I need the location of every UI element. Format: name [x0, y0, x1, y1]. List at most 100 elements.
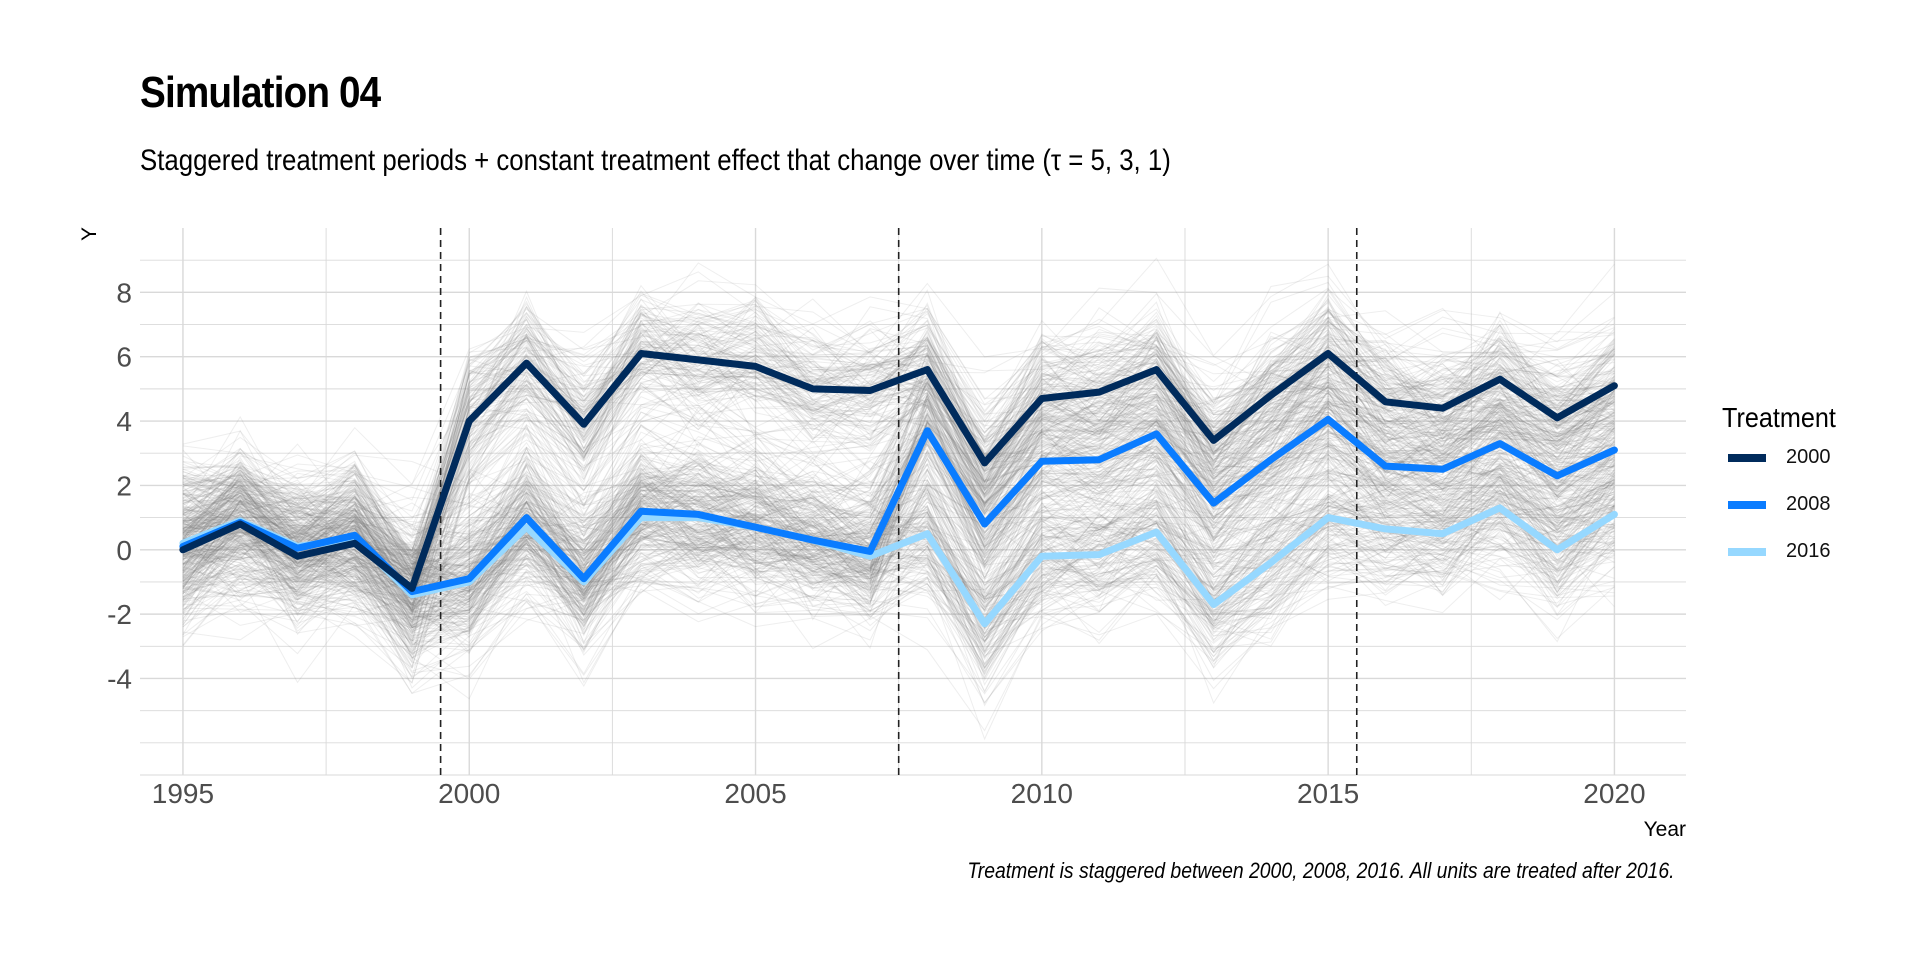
series-line-2008	[179, 415, 1618, 596]
unit-line	[182, 422, 1615, 614]
unit-line	[182, 435, 1615, 624]
x-axis-title: Year	[1644, 818, 1686, 841]
unit-line	[182, 398, 1615, 621]
unit-line	[182, 441, 1615, 600]
legend: Treatment 2000 2008 2016	[1722, 402, 1849, 575]
y-tick-label: 6	[116, 342, 132, 373]
unit-line	[182, 337, 1615, 581]
unit-line	[182, 486, 1615, 660]
x-tick-label: 2000	[438, 778, 500, 809]
unit-line	[182, 414, 1615, 606]
unit-line	[182, 344, 1615, 623]
unit-line	[182, 508, 1615, 625]
unit-line	[182, 474, 1615, 630]
unit-line	[182, 492, 1615, 641]
unit-line	[182, 515, 1615, 694]
unit-line	[182, 410, 1615, 574]
legend-key-2016	[1728, 547, 1766, 556]
unit-line	[182, 403, 1615, 669]
unit-line	[182, 452, 1615, 680]
unit-line	[182, 483, 1615, 598]
y-tick-label: 0	[116, 535, 132, 566]
legend-label-2016: 2016	[1786, 540, 1831, 562]
legend-title: Treatment	[1722, 402, 1836, 433]
unit-line	[182, 357, 1615, 538]
chart-title: Simulation 04	[140, 68, 381, 117]
unit-line	[182, 482, 1615, 686]
unit-line	[182, 365, 1615, 663]
unit-line	[182, 394, 1615, 586]
unit-line	[182, 308, 1615, 553]
unit-line	[182, 332, 1615, 606]
unit-line	[182, 489, 1615, 666]
legend-key-2008	[1728, 500, 1766, 509]
y-tick-label: 2	[116, 470, 132, 501]
unit-line	[182, 335, 1615, 600]
unit-line	[182, 437, 1615, 641]
unit-line	[182, 513, 1615, 665]
unit-line	[182, 423, 1615, 560]
unit-line	[182, 506, 1615, 639]
series-line-2000	[179, 350, 1618, 592]
unit-line	[182, 424, 1615, 553]
unit-line	[182, 336, 1615, 627]
unit-line	[182, 419, 1615, 643]
unit-line	[182, 479, 1615, 679]
unit-line	[182, 443, 1615, 629]
legend-item-2008: 2008	[1722, 481, 1849, 528]
unit-line	[182, 310, 1615, 569]
chart-subtitle: Staggered treatment periods + constant t…	[140, 144, 1171, 177]
unit-line	[182, 463, 1615, 619]
unit-line	[182, 355, 1615, 612]
y-tick-label: -4	[107, 663, 132, 694]
y-tick-label: 8	[116, 277, 132, 308]
unit-line	[182, 425, 1615, 644]
x-tick-label: 2005	[724, 778, 786, 809]
unit-line	[182, 312, 1615, 617]
unit-line	[182, 298, 1615, 565]
gridlines	[140, 228, 1686, 776]
unit-line	[182, 494, 1615, 629]
legend-label-2000: 2000	[1786, 446, 1831, 468]
unit-line	[182, 306, 1615, 565]
x-tick-label: 2015	[1297, 778, 1359, 809]
unit-line	[182, 319, 1615, 563]
unit-line	[182, 296, 1615, 575]
unit-line	[182, 385, 1615, 582]
unit-line	[182, 304, 1615, 552]
unit-line	[182, 428, 1615, 645]
unit-line	[182, 308, 1615, 600]
legend-label-2008: 2008	[1786, 493, 1831, 515]
unit-line	[182, 400, 1615, 594]
unit-line	[182, 356, 1615, 587]
unit-line	[182, 471, 1615, 649]
unit-line	[182, 501, 1615, 652]
unit-line	[182, 444, 1615, 632]
unit-line	[182, 329, 1615, 572]
x-tick-label: 1995	[152, 778, 214, 809]
unit-line	[182, 413, 1615, 647]
series-lines	[179, 350, 1618, 628]
unit-line	[182, 338, 1615, 565]
unit-line	[182, 397, 1615, 598]
unit-line	[182, 376, 1615, 583]
unit-line	[182, 550, 1615, 732]
y-tick-label: 4	[116, 406, 132, 437]
unit-line	[182, 352, 1615, 645]
legend-key-2000	[1728, 453, 1766, 462]
unit-line	[182, 485, 1615, 659]
x-tick-label: 2010	[1011, 778, 1073, 809]
unit-line	[182, 394, 1615, 642]
unit-line	[182, 453, 1615, 605]
unit-line	[182, 396, 1615, 611]
unit-line	[182, 459, 1615, 631]
unit-line	[182, 326, 1615, 585]
unit-line	[182, 320, 1615, 579]
unit-line	[182, 471, 1615, 609]
unit-line	[182, 275, 1615, 535]
unit-line	[182, 449, 1615, 652]
unit-line	[182, 545, 1615, 741]
unit-line	[182, 469, 1615, 642]
unit-line	[182, 332, 1615, 614]
legend-item-2000: 2000	[1722, 434, 1849, 481]
